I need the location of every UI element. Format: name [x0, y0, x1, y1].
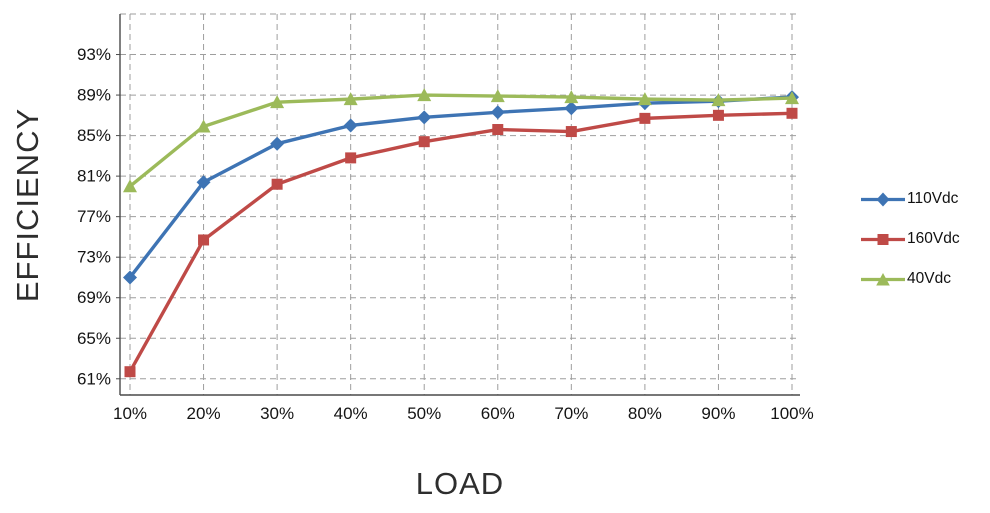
diamond-marker	[490, 105, 505, 120]
axes	[116, 14, 800, 396]
x-tick-label: 100%	[770, 404, 813, 423]
triangle-marker	[564, 90, 579, 104]
legend-label-40vdc: 40Vdc	[907, 270, 951, 287]
square-marker-icon	[877, 233, 889, 245]
x-tick-label: 70%	[554, 404, 588, 423]
diamond-marker	[123, 270, 137, 285]
square-marker	[418, 136, 430, 148]
series-160Vdc	[124, 107, 798, 378]
legend-item-160vdc: 160Vdc	[860, 226, 960, 252]
triangle-marker	[490, 89, 505, 103]
square-marker	[124, 366, 136, 378]
legend-item-40vdc: 40Vdc	[860, 266, 960, 292]
y-tick-label: 69%	[77, 288, 111, 307]
triangle-marker	[711, 93, 726, 107]
x-tick-label: 60%	[481, 404, 515, 423]
gridlines	[120, 13, 800, 395]
y-tick-label: 89%	[77, 86, 111, 105]
square-marker	[271, 178, 283, 190]
x-tick-label: 30%	[260, 404, 294, 423]
triangle-marker	[196, 119, 211, 133]
x-axis-title: LOAD	[415, 466, 505, 501]
y-tick-label: 93%	[77, 45, 111, 64]
diamond-marker	[564, 101, 579, 116]
series-line-110Vdc	[128, 95, 794, 280]
y-tick-label: 85%	[77, 126, 111, 145]
y-tick-label: 65%	[77, 329, 111, 348]
square-marker	[492, 124, 504, 136]
triangle-marker	[637, 92, 652, 106]
square-marker	[639, 112, 651, 124]
square-marker	[565, 126, 577, 138]
y-tick-label: 73%	[77, 248, 111, 267]
triangle-marker-icon	[876, 272, 890, 285]
triangle-marker	[123, 179, 137, 193]
legend: 110Vdc 160Vdc 40Vdc	[860, 186, 960, 292]
triangle-marker	[270, 95, 285, 109]
x-tick-label: 20%	[187, 404, 221, 423]
diamond-marker	[270, 136, 285, 151]
x-tick-label: 50%	[407, 404, 441, 423]
square-marker	[786, 107, 798, 119]
legend-swatch-40vdc	[861, 272, 905, 285]
y-axis-title: EFFICIENCY	[10, 107, 45, 303]
x-tick-label: 80%	[628, 404, 662, 423]
series-line-160Vdc	[128, 111, 794, 374]
triangle-marker	[785, 91, 799, 105]
series-line-40Vdc	[128, 93, 794, 188]
legend-label-160vdc: 160Vdc	[907, 230, 960, 247]
legend-swatch-110vdc	[861, 192, 905, 206]
y-tick-label: 61%	[77, 369, 111, 388]
square-marker	[712, 109, 724, 121]
diamond-marker	[196, 175, 211, 190]
diamond-marker	[417, 110, 432, 125]
triangle-marker	[343, 92, 358, 106]
legend-label-110vdc: 110Vdc	[907, 190, 959, 207]
x-tick-label: 10%	[113, 404, 147, 423]
x-tick-label: 40%	[334, 404, 368, 423]
triangle-marker	[417, 88, 432, 102]
legend-swatch-160vdc	[861, 233, 905, 245]
series-40Vdc	[123, 88, 799, 193]
y-tick-label: 77%	[77, 207, 111, 226]
y-tick-label: 81%	[77, 167, 111, 186]
diamond-marker-icon	[876, 192, 890, 206]
square-marker	[198, 234, 210, 246]
x-tick-label: 90%	[701, 404, 735, 423]
diamond-marker	[343, 118, 358, 133]
square-marker	[345, 152, 357, 164]
legend-item-110vdc: 110Vdc	[860, 186, 960, 212]
